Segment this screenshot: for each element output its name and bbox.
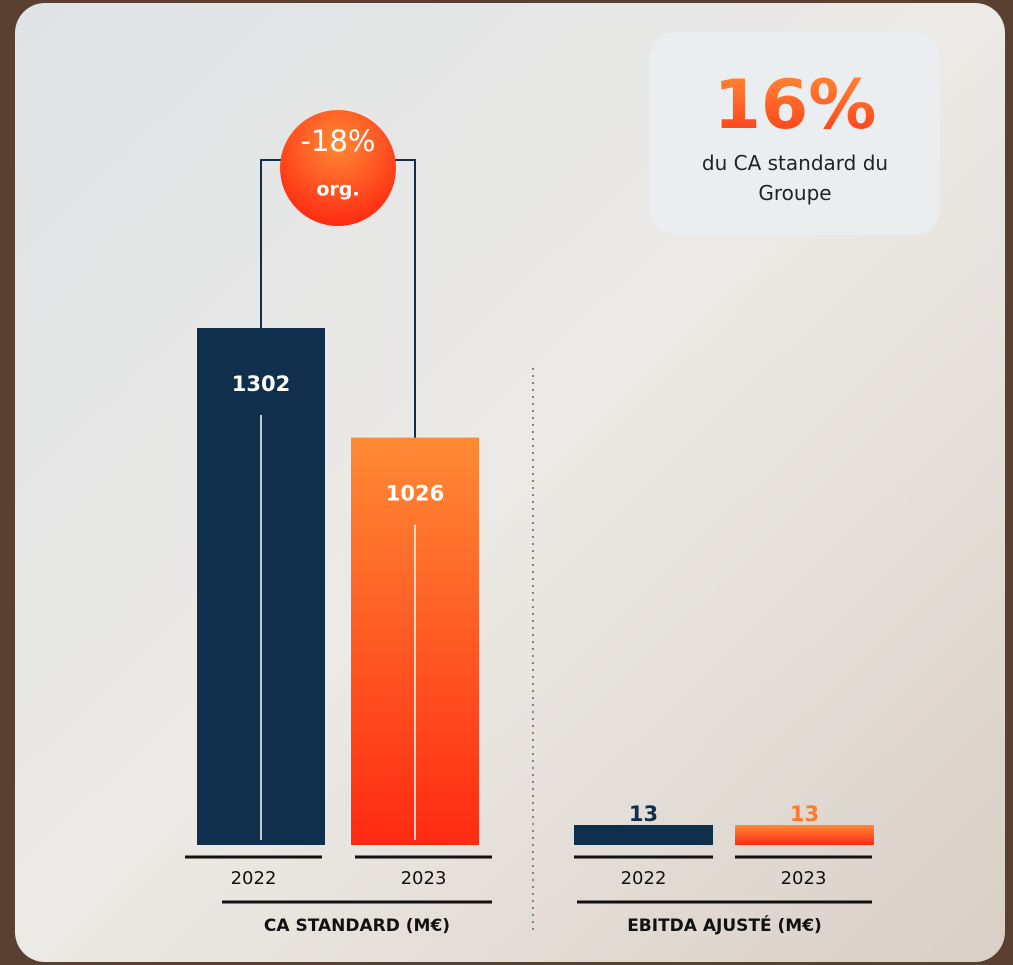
x-tick-label: 2022	[621, 868, 667, 889]
bar	[574, 825, 713, 845]
chart-title: CA STANDARD (M€)	[264, 916, 450, 936]
badge-value: -18%	[301, 124, 376, 158]
chart-title: EBITDA AJUSTÉ (M€)	[627, 914, 822, 936]
value-label: 1026	[386, 482, 444, 506]
value-label: 13	[790, 802, 819, 826]
x-tick-label: 2023	[781, 868, 827, 889]
callout-value: 16%	[650, 70, 940, 142]
value-label: 13	[629, 802, 658, 826]
x-tick-label: 2022	[231, 868, 277, 889]
badge-label: org.	[316, 179, 359, 201]
x-tick-label: 2023	[401, 868, 447, 889]
callout-text: du CA standard du Groupe	[701, 151, 889, 205]
value-label: 1302	[232, 372, 290, 396]
bar	[735, 825, 874, 845]
badge	[280, 110, 396, 226]
callout: 16% du CA standard du Groupe	[650, 32, 940, 235]
